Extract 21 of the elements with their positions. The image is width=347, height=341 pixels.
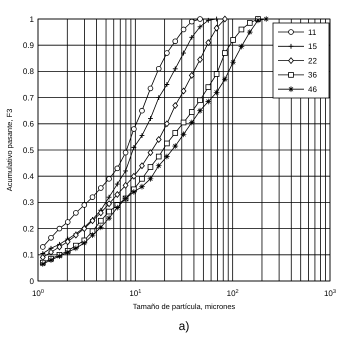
y-tick-label: 0.6 — [22, 120, 35, 129]
text: a) — [178, 319, 190, 333]
y-tick-label: 0.2 — [22, 224, 35, 234]
x-tick-label: 10$^{3}$ — [324, 289, 336, 298]
y-tick-label: 0.3 — [22, 198, 35, 208]
legend-label: 15 — [308, 42, 318, 52]
y-tick-label: 0.9 — [22, 41, 35, 50]
y-tick-label: 1 — [30, 14, 35, 24]
x-tick-label: 10$^{1}$ — [129, 289, 142, 298]
y-tick-label: 0.7 — [22, 93, 35, 102]
y-tick-label: 0.4 — [22, 172, 35, 181]
legend-label: 46 — [308, 85, 318, 94]
x-tick-label: 10$^{2}$ — [226, 289, 239, 298]
legend-label: 36 — [308, 70, 318, 80]
x-tick-label: 10$^{0}$ — [32, 289, 44, 298]
y-tick-label: 0.5 — [22, 146, 35, 155]
legend-label: 22 — [308, 56, 318, 66]
y-tick-label: 0 — [30, 276, 35, 286]
legend-label: 11 — [308, 28, 317, 37]
y-tick-label: 0.1 — [22, 250, 35, 260]
y-tick-label: 0.8 — [22, 67, 35, 76]
